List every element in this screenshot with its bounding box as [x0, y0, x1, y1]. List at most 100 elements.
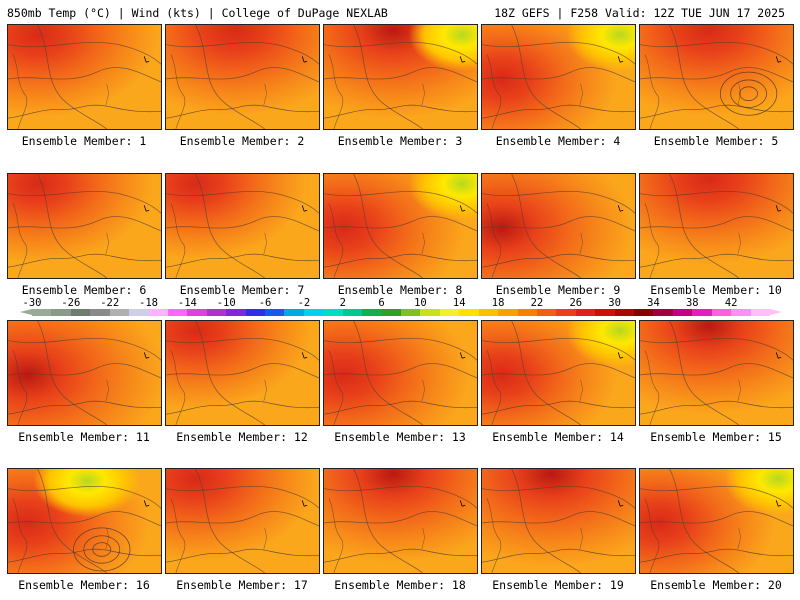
river-line — [579, 527, 583, 550]
ensemble-member-caption: Ensemble Member: 7 — [179, 283, 305, 297]
height-contour — [8, 363, 161, 379]
low-pressure-contour — [719, 71, 778, 116]
height-contour — [482, 338, 635, 361]
model-valid-time: 18Z GEFS | F258 Valid: 12Z TUE JUN 17 20… — [494, 6, 785, 20]
colorbar-swatch — [226, 309, 247, 316]
river-line — [737, 232, 741, 255]
height-contour — [195, 25, 265, 129]
state-boundary — [486, 54, 502, 129]
wind-barb — [301, 352, 308, 359]
ensemble-member-map — [7, 24, 162, 130]
colorbar-tick-label: 30 — [608, 297, 621, 309]
height-contour — [8, 486, 161, 509]
ensemble-member-map — [639, 468, 794, 574]
ensemble-member-map — [639, 320, 794, 426]
coastline — [482, 400, 635, 415]
colorbar-swatch — [556, 309, 577, 316]
ensemble-member-caption: Ensemble Member: 5 — [653, 134, 779, 148]
height-contour — [324, 216, 477, 232]
height-contour — [195, 321, 265, 425]
state-boundary — [170, 54, 186, 129]
height-contour — [640, 191, 793, 214]
colorbar-swatch — [672, 309, 693, 316]
colorbar-swatch — [653, 309, 674, 316]
cooler-air-region — [640, 469, 793, 573]
colorbar-tick-label: 26 — [569, 297, 583, 309]
colorbar-swatch — [439, 309, 460, 316]
map-title: 850mb Temp (°C) | Wind (kts) | College o… — [7, 6, 388, 20]
colorbar-swatch — [265, 309, 285, 316]
river-line — [263, 83, 267, 106]
height-contour — [166, 216, 319, 232]
colorbar-tick-label: -22 — [100, 297, 120, 309]
ensemble-member-caption: Ensemble Member: 20 — [650, 578, 782, 592]
colorbar-swatch — [536, 309, 557, 316]
height-contour — [669, 25, 739, 129]
height-contour — [37, 321, 107, 425]
wind-barb — [775, 500, 782, 507]
colorbar-swatch — [711, 309, 732, 316]
temperature-field — [166, 25, 319, 129]
height-contour — [640, 511, 793, 527]
colorbar-swatch — [498, 309, 518, 316]
cooler-air-region — [482, 321, 635, 425]
river-line — [579, 379, 583, 402]
height-contour — [324, 511, 477, 527]
height-contour — [640, 363, 793, 379]
ensemble-member-caption: Ensemble Member: 4 — [495, 134, 621, 148]
height-contour — [669, 469, 739, 573]
wind-barb — [459, 500, 466, 507]
height-contour — [8, 216, 161, 232]
height-contour — [324, 486, 477, 509]
ensemble-member-map — [165, 24, 320, 130]
ensemble-member-caption: Ensemble Member: 15 — [650, 430, 782, 444]
coastline — [640, 400, 793, 415]
height-contour — [353, 321, 423, 425]
ensemble-member-map — [165, 468, 320, 574]
temperature-field — [324, 25, 477, 129]
colorbar-tick-label: 10 — [414, 297, 427, 309]
height-contour — [37, 469, 107, 573]
river-line — [105, 527, 109, 550]
colorbar-tick-label: 22 — [530, 297, 544, 309]
state-boundary — [12, 54, 28, 129]
ensemble-member-map — [481, 320, 636, 426]
low-pressure-contour — [83, 535, 121, 564]
ensemble-member-map — [165, 173, 320, 279]
coastline — [640, 253, 793, 268]
height-contour — [8, 42, 161, 65]
temperature-field — [8, 174, 161, 278]
height-contour — [166, 42, 319, 65]
state-boundary — [12, 203, 28, 278]
wind-barb — [617, 352, 624, 359]
colorbar-min-arrow — [20, 309, 32, 315]
coastline — [8, 548, 161, 563]
state-boundary — [328, 350, 344, 425]
ensemble-member-caption: Ensemble Member: 17 — [176, 578, 308, 592]
height-contour — [166, 67, 319, 83]
height-contour — [482, 511, 635, 527]
ensemble-member-caption: Ensemble Member: 11 — [18, 430, 150, 444]
height-contour — [511, 469, 581, 573]
height-contour — [8, 191, 161, 214]
colorbar-swatch — [750, 309, 771, 316]
temperature-field — [482, 469, 635, 573]
river-line — [105, 379, 109, 402]
wind-barb — [775, 352, 782, 359]
ensemble-member-map — [481, 468, 636, 574]
temperature-field — [166, 174, 319, 278]
colorbar-tick-label: -26 — [61, 297, 81, 309]
colorbar-swatch — [323, 309, 344, 316]
temperature-field — [482, 174, 635, 278]
state-boundary — [12, 350, 28, 425]
height-contour — [166, 486, 319, 509]
colorbar-tick-label: 2 — [339, 297, 346, 309]
colorbar-tick-label: -14 — [177, 297, 197, 309]
temperature-field — [8, 469, 161, 573]
river-line — [579, 232, 583, 255]
colorbar-swatch — [595, 309, 616, 316]
colorbar-swatch — [478, 309, 499, 316]
cooler-air-region — [8, 469, 161, 573]
height-contour — [640, 486, 793, 509]
height-contour — [8, 511, 161, 527]
